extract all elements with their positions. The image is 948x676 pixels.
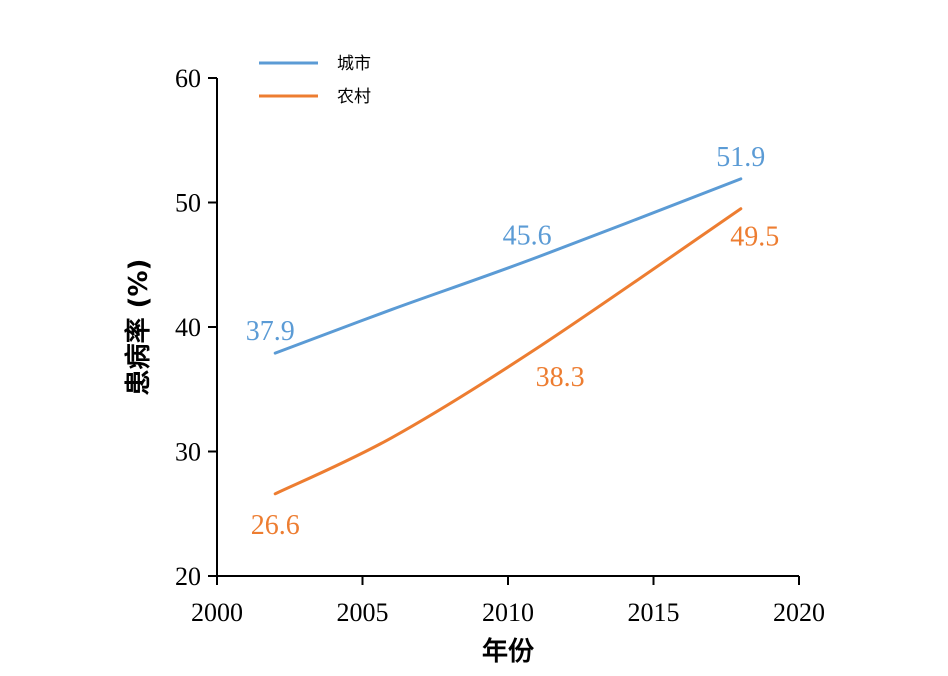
x-tick-label: 2015: [628, 598, 680, 627]
series-line: [273, 177, 743, 355]
series-line: [273, 207, 743, 496]
data-label: 51.9: [716, 142, 765, 173]
legend-label: 城市: [337, 54, 371, 74]
y-axis-title: 患病率 (%): [123, 259, 154, 396]
data-label: 37.9: [246, 316, 295, 347]
axes: 20 30 40 50 60 2000 2005 2010 2015 2020: [175, 64, 825, 627]
y-tick-label: 60: [175, 64, 201, 93]
x-axis-title: 年份: [482, 636, 534, 667]
x-tick-label: 2010: [482, 598, 534, 627]
data-label: 38.3: [536, 362, 585, 393]
x-tick-label: 2005: [337, 598, 389, 627]
data-label: 26.6: [251, 510, 300, 541]
legend-label: 农村: [337, 87, 371, 107]
data-labels: 37.9 45.6 51.9 26.6 38.3 49.5: [246, 142, 780, 541]
y-tick-label: 50: [175, 189, 201, 218]
x-tick-label: 2000: [191, 598, 243, 627]
y-tick-label: 30: [175, 438, 201, 467]
x-tick-label: 2020: [773, 598, 825, 627]
y-tick-label: 20: [175, 562, 201, 591]
series-layer: [273, 177, 743, 496]
data-label: 45.6: [503, 220, 552, 251]
data-label: 49.5: [730, 222, 779, 253]
y-tick-label: 40: [175, 313, 201, 342]
